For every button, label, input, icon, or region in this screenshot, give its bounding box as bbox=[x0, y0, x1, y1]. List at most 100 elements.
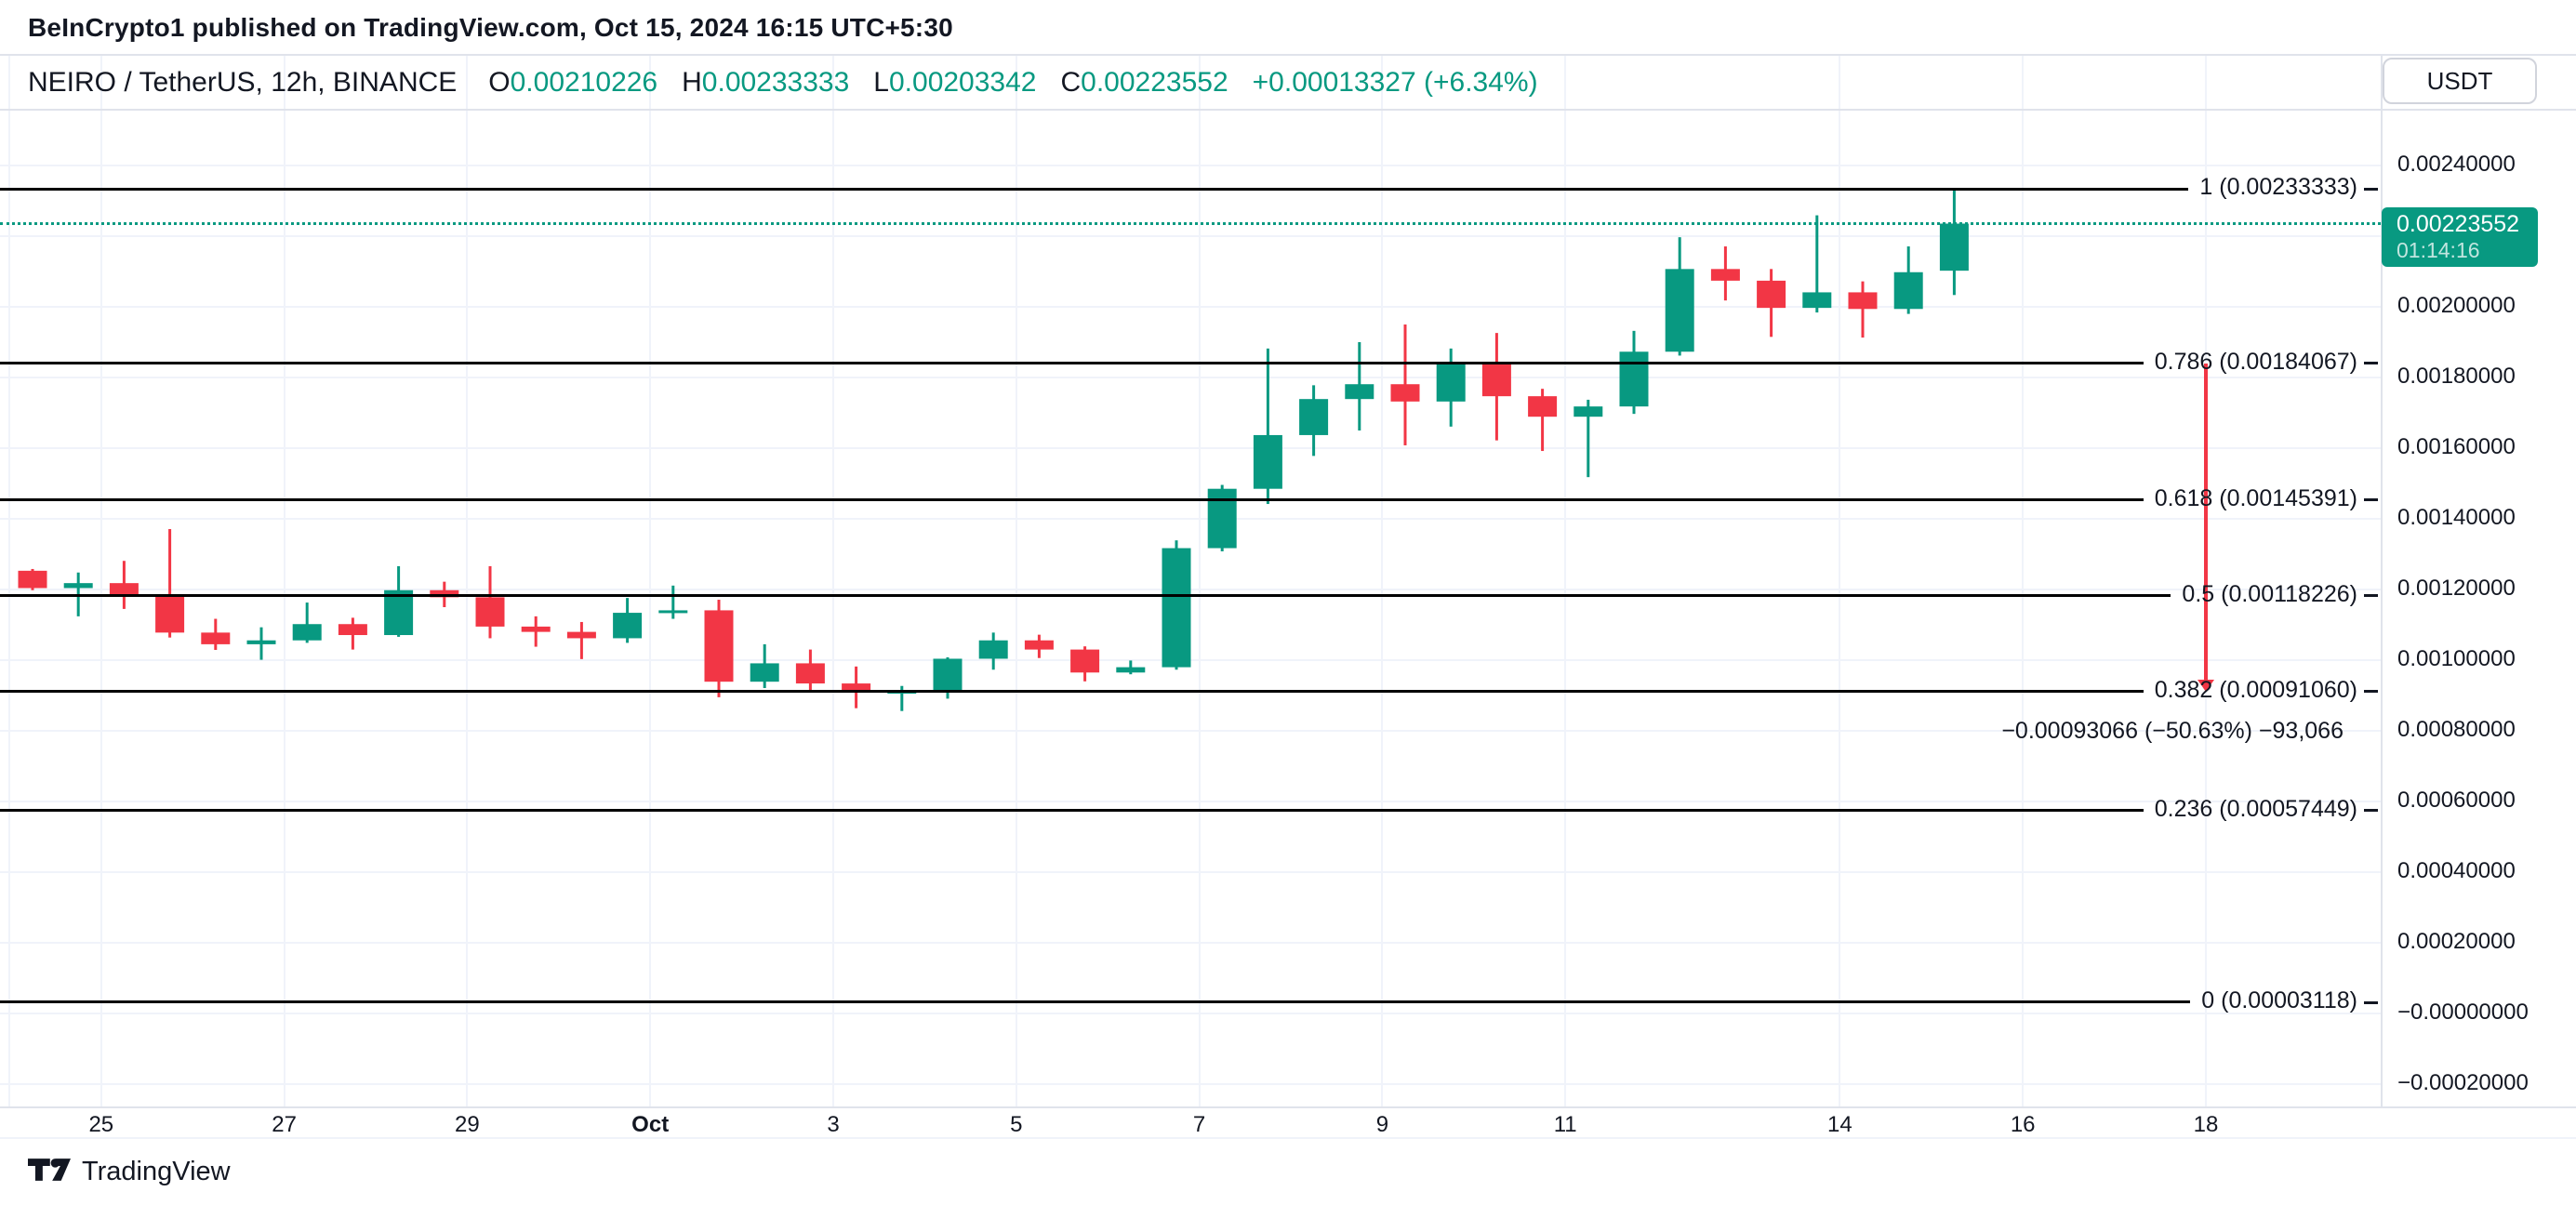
fib-axis-tick bbox=[2364, 594, 2378, 598]
candle-body bbox=[795, 663, 825, 684]
fib-level-label[interactable]: 0.382 (0.00091060) bbox=[2154, 676, 2357, 703]
candle-body bbox=[613, 613, 643, 639]
candle-body bbox=[475, 597, 505, 627]
candle-body bbox=[109, 583, 139, 595]
price-axis-label: 0.00100000 bbox=[2397, 646, 2516, 671]
gridline-h bbox=[0, 871, 2381, 873]
gridline-h bbox=[0, 447, 2381, 449]
candle-body bbox=[18, 570, 47, 589]
fib-axis-tick bbox=[2364, 362, 2378, 365]
time-axis-label: 7 bbox=[1192, 1112, 1206, 1137]
candle-body bbox=[1528, 396, 1558, 417]
gridline-h bbox=[0, 235, 2381, 237]
candle-body bbox=[1619, 351, 1649, 407]
candle-wick bbox=[1815, 215, 1819, 313]
candle-body bbox=[1802, 292, 1832, 309]
fib-level-line[interactable] bbox=[0, 1000, 2190, 1004]
candle-body bbox=[566, 631, 596, 639]
time-axis-label: 16 bbox=[2010, 1112, 2036, 1137]
gridline-h bbox=[0, 942, 2381, 944]
bar-countdown: 01:14:16 bbox=[2397, 238, 2480, 262]
fib-level-line[interactable] bbox=[0, 497, 2144, 501]
candle-body bbox=[1893, 271, 1923, 310]
tradingview-logo-icon[interactable] bbox=[28, 1159, 71, 1185]
measurement-arrow[interactable] bbox=[2204, 363, 2208, 682]
candle-body bbox=[750, 663, 779, 682]
gridline-h bbox=[0, 165, 2381, 166]
candle-wick bbox=[900, 685, 904, 711]
ohlc-high: H 0.00233333 bbox=[682, 66, 850, 98]
gridline-v bbox=[8, 54, 11, 1106]
gridline-v bbox=[832, 54, 834, 1106]
price-axis-label: 0.00120000 bbox=[2397, 576, 2516, 601]
measurement-arrow-head-icon bbox=[2198, 679, 2214, 692]
price-axis-label: 0.00240000 bbox=[2397, 152, 2516, 177]
candle-body bbox=[1848, 292, 1878, 310]
candle-body bbox=[521, 626, 551, 632]
candle-body bbox=[933, 658, 963, 692]
time-axis-separator bbox=[0, 1106, 2576, 1108]
fib-level-label[interactable]: 0.786 (0.00184067) bbox=[2154, 348, 2357, 375]
ohlc-close: C 0.00223552 bbox=[1060, 66, 1228, 98]
symbol-title[interactable]: NEIRO / TetherUS, 12h, BINANCE bbox=[28, 66, 458, 98]
fib-level-label[interactable]: 1 (0.00233333) bbox=[2199, 174, 2357, 201]
candle-body bbox=[1939, 223, 1969, 271]
gridline-h bbox=[0, 730, 2381, 732]
gridline-h bbox=[0, 377, 2381, 378]
time-axis-label: 18 bbox=[2193, 1112, 2219, 1137]
time-axis-label: 9 bbox=[1375, 1112, 1389, 1137]
fib-level-line[interactable] bbox=[0, 808, 2144, 812]
candle-body bbox=[1299, 399, 1329, 435]
fib-level-label[interactable]: 0.618 (0.00145391) bbox=[2154, 484, 2357, 511]
fib-axis-tick bbox=[2364, 187, 2378, 191]
gridline-v bbox=[1015, 54, 1017, 1106]
candle-body bbox=[1070, 649, 1100, 673]
candle-wick bbox=[671, 585, 675, 619]
candle-body bbox=[63, 583, 93, 589]
gridline-v bbox=[2022, 54, 2025, 1106]
candle-body bbox=[292, 624, 322, 641]
candle-body bbox=[338, 624, 367, 636]
fib-level-label[interactable]: 0.236 (0.00057449) bbox=[2154, 795, 2357, 822]
gridline-v bbox=[1381, 54, 1384, 1106]
tradingview-brand-text[interactable]: TradingView bbox=[82, 1157, 231, 1186]
price-axis-label: 0.00140000 bbox=[2397, 505, 2516, 530]
fib-level-label[interactable]: 0 (0.00003118) bbox=[2201, 987, 2357, 1014]
gridline-v bbox=[1564, 54, 1567, 1106]
gridline-h bbox=[0, 801, 2381, 802]
candle-body bbox=[1665, 269, 1694, 352]
candle-wick bbox=[1541, 389, 1545, 452]
gridline-v bbox=[466, 54, 469, 1106]
candle-body bbox=[978, 640, 1008, 659]
time-axis-label: 25 bbox=[88, 1112, 114, 1137]
candle-body bbox=[201, 632, 231, 644]
gridline-h bbox=[0, 518, 2381, 520]
time-axis-label: 27 bbox=[272, 1112, 297, 1137]
gridline-v bbox=[283, 54, 285, 1106]
fib-level-line[interactable] bbox=[0, 187, 2188, 191]
currency-usdt-button[interactable]: USDT bbox=[2383, 58, 2537, 104]
change-value: +0.00013327 (+6.34%) bbox=[1252, 66, 1538, 98]
gridline-h bbox=[0, 306, 2381, 308]
fib-level-line[interactable] bbox=[0, 593, 2171, 597]
current-price-value: 0.00223552 bbox=[2397, 211, 2520, 237]
price-axis-label: 0.00080000 bbox=[2397, 717, 2516, 742]
price-axis-label: 0.00020000 bbox=[2397, 929, 2516, 954]
candle-wick bbox=[168, 529, 172, 638]
price-axis-label: −0.00020000 bbox=[2397, 1070, 2529, 1095]
candle-body bbox=[1436, 363, 1466, 402]
fib-level-label[interactable]: 0.5 (0.00118226) bbox=[2182, 580, 2357, 607]
time-axis-label: Oct bbox=[631, 1112, 670, 1137]
candle-body bbox=[842, 683, 871, 693]
candle-wick bbox=[305, 602, 309, 643]
fib-axis-tick bbox=[2364, 498, 2378, 501]
fib-level-line[interactable] bbox=[0, 361, 2144, 364]
price-axis-label: −0.00000000 bbox=[2397, 1000, 2529, 1025]
candle-body bbox=[1024, 640, 1054, 650]
fib-axis-tick bbox=[2364, 1000, 2378, 1004]
price-axis-label: 0.00180000 bbox=[2397, 364, 2516, 389]
candle-wick bbox=[1861, 281, 1865, 338]
fib-level-line[interactable] bbox=[0, 690, 2144, 694]
price-axis-label: 0.00040000 bbox=[2397, 858, 2516, 883]
candle-wick bbox=[579, 621, 583, 659]
